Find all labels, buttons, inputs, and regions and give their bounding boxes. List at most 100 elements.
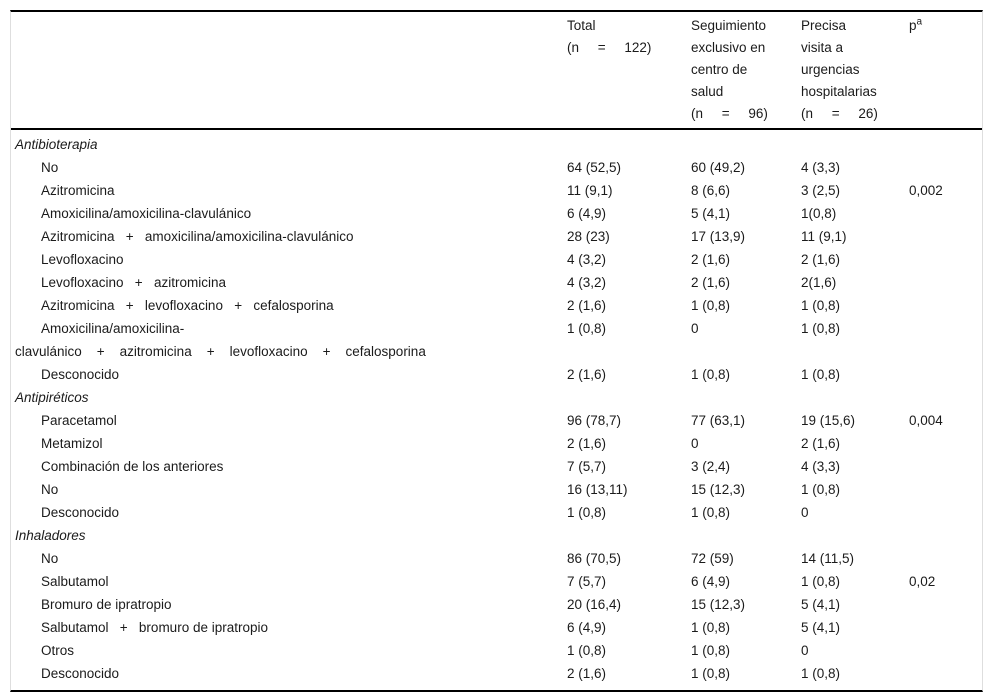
table-row: Desconocido 2 (1,6) 1 (0,8) 1 (0,8) [11,662,982,685]
cell-seguimiento: 60 (49,2) [691,160,746,175]
table-body: Antibioterapia No 64 (52,5) 60 (49,2) 4 (3,3… [11,130,982,690]
row-label: Salbutamol + bromuro de ipratropio [41,620,268,635]
table-row: No 16 (13,11) 15 (12,3) 1 (0,8) [11,478,982,501]
cell-seguimiento: 15 (12,3) [691,482,746,497]
row-label: Levofloxacino [41,252,124,267]
table-row: Desconocido 1 (0,8) 1 (0,8) 0 [11,501,982,524]
cell-seguimiento: 0 [691,321,699,336]
table-row: Azitromicina 11 (9,1) 8 (6,6) 3 (2,5) 0,002 [11,179,982,202]
row-label: No [41,551,59,566]
cell-urgencias: 4 (3,3) [801,160,841,175]
cell-seguimiento: 2 (1,6) [691,252,731,267]
cell-urgencias: 1 (0,8) [801,482,841,497]
col-header-seguimiento: Seguimiento exclusivo en centro de salud… [691,18,768,121]
table-row: Bromuro de ipratropio 20 (16,4) 15 (12,3) 5… [11,593,982,616]
cell-urgencias: 0 [801,643,809,658]
row-label: Desconocido [41,666,120,681]
table-row: Salbutamol + bromuro de ipratropio 6 (4,9… [11,616,982,639]
cell-seguimiento: 0 [691,436,699,451]
row-label: Amoxicilina/amoxicilina- clavulánico + a… [15,321,426,359]
cell-total: 4 (3,2) [567,252,607,267]
section-row: Antipiréticos [11,386,982,409]
cell-urgencias: 5 (4,1) [801,620,841,635]
cell-total: 1 (0,8) [567,321,607,336]
cell-total: 6 (4,9) [567,620,607,635]
table-row: Combinación de los anteriores 7 (5,7) 3 (2… [11,455,982,478]
table-row: No 86 (70,5) 72 (59) 14 (11,5) [11,547,982,570]
cell-p-value: 0,004 [909,413,943,428]
p-superscript: a [916,16,923,28]
cell-urgencias: 1 (0,8) [801,666,841,681]
cell-total: 2 (1,6) [567,436,607,451]
table-row: Amoxicilina/amoxicilina- clavulánico + a… [11,317,982,363]
cell-total: 86 (70,5) [567,551,622,566]
cell-total: 2 (1,6) [567,367,607,382]
section-title: Antibioterapia [15,137,98,152]
cell-urgencias: 5 (4,1) [801,597,841,612]
table-row: No 64 (52,5) 60 (49,2) 4 (3,3) [11,156,982,179]
col-header-total: Total (n = 122) [567,18,652,55]
cell-seguimiento: 1 (0,8) [691,367,731,382]
section-row: Antibioterapia [11,133,982,156]
cell-urgencias: 19 (15,6) [801,413,856,428]
cell-seguimiento: 8 (6,6) [691,183,731,198]
cell-seguimiento: 1 (0,8) [691,505,731,520]
cell-urgencias: 1(0,8) [801,206,837,221]
cell-total: 2 (1,6) [567,298,607,313]
cell-urgencias: 2 (1,6) [801,436,841,451]
cell-seguimiento: 17 (13,9) [691,229,746,244]
cell-total: 7 (5,7) [567,459,607,474]
cell-seguimiento: 77 (63,1) [691,413,746,428]
cell-urgencias: 1 (0,8) [801,367,841,382]
cell-seguimiento: 1 (0,8) [691,298,731,313]
row-label: Metamizol [41,436,103,451]
row-label: Azitromicina + levofloxacino + cefalospo… [41,298,334,313]
table-header: Total (n = 122) Seguimiento exclusivo en… [11,12,982,130]
table-row: Salbutamol 7 (5,7) 6 (4,9) 1 (0,8) 0,02 [11,570,982,593]
p-label: p [909,18,917,33]
cell-urgencias: 3 (2,5) [801,183,841,198]
cell-urgencias: 2(1,6) [801,275,837,290]
cell-seguimiento: 1 (0,8) [691,643,731,658]
row-label: Salbutamol [41,574,109,589]
cell-total: 64 (52,5) [567,160,622,175]
row-label: Desconocido [41,505,120,520]
cell-total: 28 (23) [567,229,610,244]
table-row: Amoxicilina/amoxicilina-clavulánico 6 (4,… [11,202,982,225]
col-header-urgencias: Precisa visita a urgencias hospitalarias… [801,18,878,121]
row-label: Combinación de los anteriores [41,459,224,474]
cell-urgencias: 14 (11,5) [801,551,855,566]
cell-total: 96 (78,7) [567,413,622,428]
cell-seguimiento: 5 (4,1) [691,206,731,221]
cell-seguimiento: 15 (12,3) [691,597,746,612]
cell-seguimiento: 3 (2,4) [691,459,731,474]
cell-seguimiento: 1 (0,8) [691,620,731,635]
row-label: No [41,160,59,175]
cell-seguimiento: 6 (4,9) [691,574,731,589]
section-title: Antipiréticos [15,390,89,405]
cell-seguimiento: 72 (59) [691,551,734,566]
cell-urgencias: 1 (0,8) [801,574,841,589]
cell-p-value: 0,02 [909,574,936,589]
table-row: Azitromicina + amoxicilina/amoxicilina-c… [11,225,982,248]
cell-urgencias: 1 (0,8) [801,298,841,313]
cell-seguimiento: 1 (0,8) [691,666,731,681]
section-row: Inhaladores [11,524,982,547]
section-title: Inhaladores [15,528,86,543]
row-label: Amoxicilina/amoxicilina-clavulánico [41,206,252,221]
cell-total: 1 (0,8) [567,505,607,520]
table-row: Otros 1 (0,8) 1 (0,8) 0 [11,639,982,662]
cell-seguimiento: 2 (1,6) [691,275,731,290]
cell-total: 2 (1,6) [567,666,607,681]
table-row: Paracetamol 96 (78,7) 77 (63,1) 19 (15,6) 0,… [11,409,982,432]
cell-urgencias: 0 [801,505,809,520]
row-label: Desconocido [41,367,120,382]
table-row: Desconocido 2 (1,6) 1 (0,8) 1 (0,8) [11,363,982,386]
cell-urgencias: 2 (1,6) [801,252,841,267]
cell-total: 4 (3,2) [567,275,607,290]
cell-total: 6 (4,9) [567,206,607,221]
cell-urgencias: 4 (3,3) [801,459,841,474]
cell-total: 7 (5,7) [567,574,607,589]
row-label: No [41,482,59,497]
row-label: Azitromicina + amoxicilina/amoxicilina-c… [41,229,354,244]
